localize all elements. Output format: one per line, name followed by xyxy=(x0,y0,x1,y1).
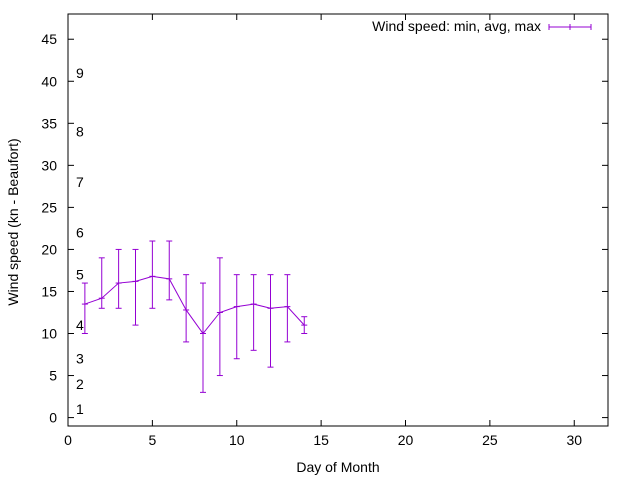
avg-line-layer xyxy=(81,275,308,335)
x-tick-label: 5 xyxy=(148,432,156,448)
x-axis-label: Day of Month xyxy=(296,459,379,475)
x-tick-label: 10 xyxy=(229,432,245,448)
beaufort-label: 6 xyxy=(76,225,84,241)
plot-border xyxy=(67,13,609,427)
avg-line xyxy=(84,275,305,335)
beaufort-label: 5 xyxy=(76,267,84,283)
y-tick-label: 20 xyxy=(41,241,57,257)
beaufort-label: 2 xyxy=(76,376,84,392)
y-tick-label: 45 xyxy=(41,31,57,47)
y-tick-label: 40 xyxy=(41,73,57,89)
x-tick-label: 25 xyxy=(482,432,498,448)
x-tick-label: 0 xyxy=(64,432,72,448)
y-tick-label: 5 xyxy=(49,368,57,384)
beaufort-label: 9 xyxy=(76,65,84,81)
beaufort-labels: 1 2 3 4 5 6 7 8 9 xyxy=(76,65,84,417)
y-tick-label: 0 xyxy=(49,410,57,426)
beaufort-label: 8 xyxy=(76,124,84,140)
legend: Wind speed: min, avg, max xyxy=(372,18,592,34)
y-tick-label: 10 xyxy=(41,326,57,342)
y-tick-label: 30 xyxy=(41,157,57,173)
y-tick-label: 35 xyxy=(41,115,57,131)
y-tick-label: 15 xyxy=(41,283,57,299)
legend-label: Wind speed: min, avg, max xyxy=(372,18,541,34)
x-tick-label: 30 xyxy=(566,432,582,448)
error-bars xyxy=(81,240,308,393)
x-tick-label: 15 xyxy=(313,432,329,448)
beaufort-label: 1 xyxy=(76,401,84,417)
y-axis-label: Wind speed (kn - Beaufort) xyxy=(5,138,21,305)
beaufort-label: 7 xyxy=(76,174,84,190)
y-tick-label: 25 xyxy=(41,199,57,215)
beaufort-label: 4 xyxy=(76,317,84,333)
beaufort-label: 3 xyxy=(76,351,84,367)
x-tick-label: 20 xyxy=(398,432,414,448)
